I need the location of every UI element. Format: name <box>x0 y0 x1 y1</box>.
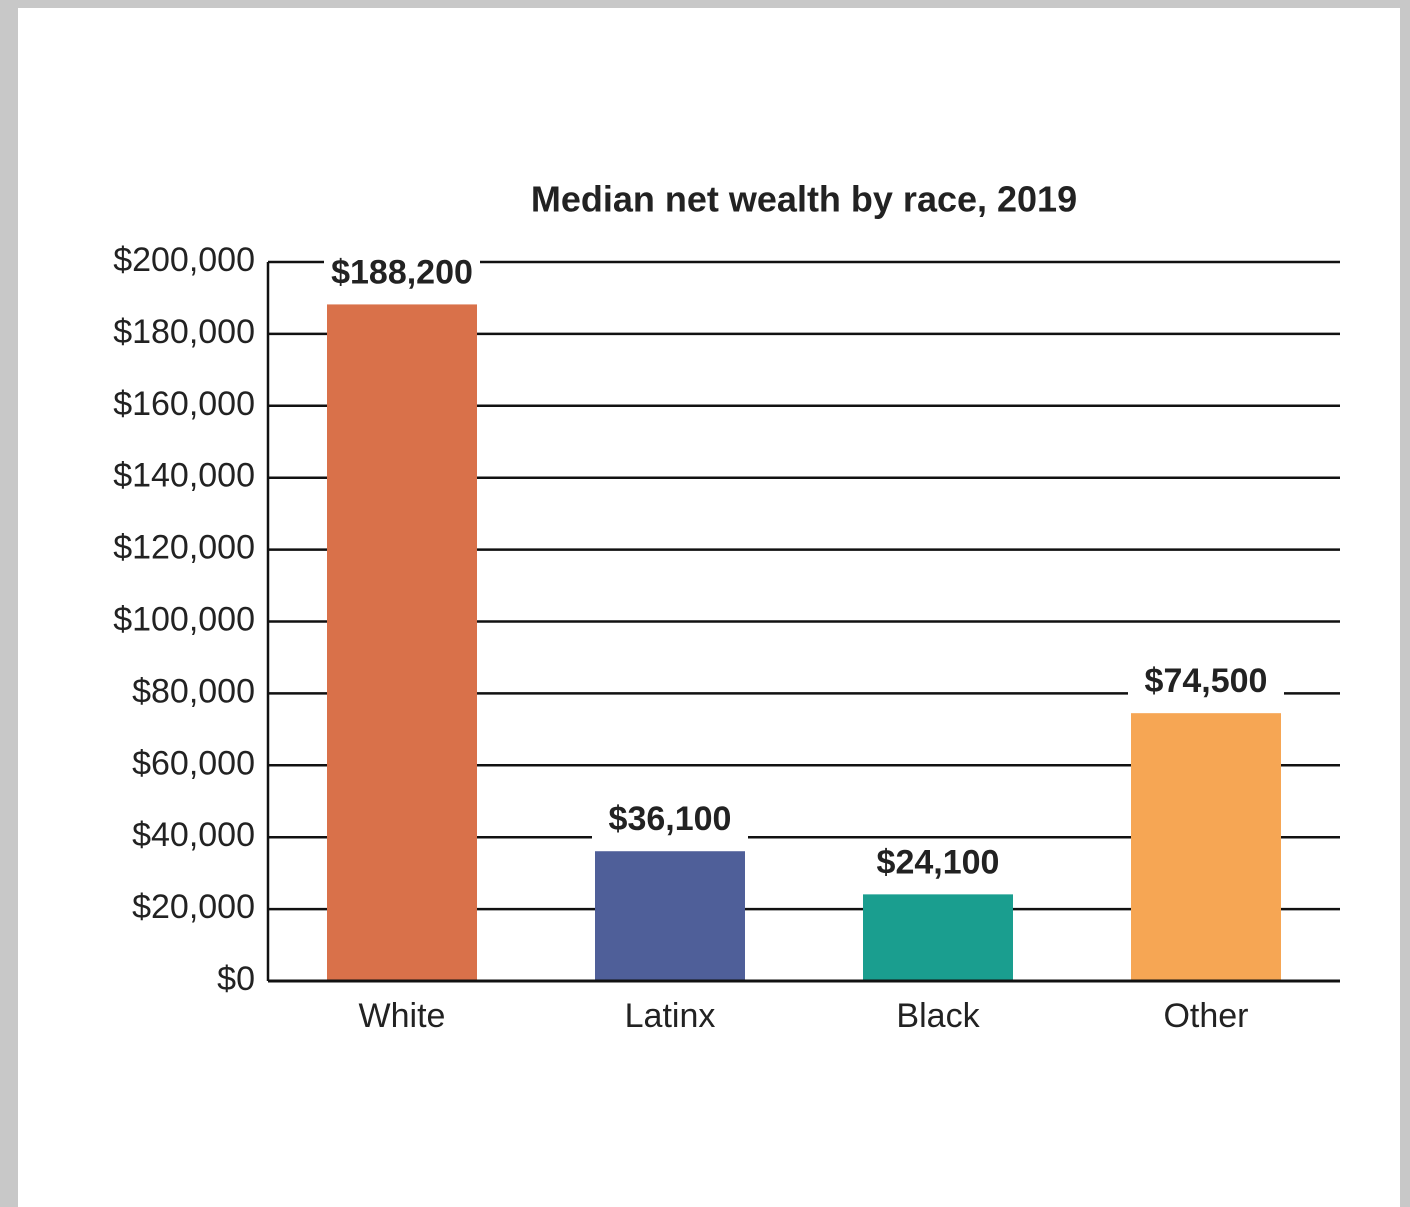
value-label-bg <box>324 254 480 295</box>
y-tick-label: $180,000 <box>113 313 255 351</box>
y-tick-label: $60,000 <box>132 744 255 782</box>
y-tick-label: $140,000 <box>113 457 255 495</box>
bar <box>863 894 1013 981</box>
value-label: $24,100 <box>877 843 1000 881</box>
y-tick-label: $120,000 <box>113 529 255 567</box>
value-label: $36,100 <box>609 800 732 838</box>
y-tick-label: $100,000 <box>113 600 255 638</box>
x-tick-label: White <box>359 997 446 1035</box>
x-tick-label: Other <box>1163 997 1248 1035</box>
panel <box>18 8 1400 1207</box>
value-label-bg <box>860 844 1016 885</box>
y-tick-label: $200,000 <box>113 241 255 279</box>
x-tick-label: Black <box>896 997 980 1035</box>
bar <box>327 304 477 981</box>
x-tick-label: Latinx <box>625 997 716 1035</box>
value-label: $74,500 <box>1145 662 1268 700</box>
bar <box>595 851 745 981</box>
value-label-bg <box>592 801 748 842</box>
bar <box>1131 713 1281 981</box>
chart-title: Median net wealth by race, 2019 <box>531 179 1077 220</box>
y-tick-label: $160,000 <box>113 385 255 423</box>
y-tick-label: $0 <box>217 960 255 998</box>
y-tick-label: $40,000 <box>132 816 255 854</box>
y-tick-label: $20,000 <box>132 888 255 926</box>
value-label: $188,200 <box>331 253 473 291</box>
value-label-bg <box>1128 663 1284 704</box>
y-tick-label: $80,000 <box>132 672 255 710</box>
